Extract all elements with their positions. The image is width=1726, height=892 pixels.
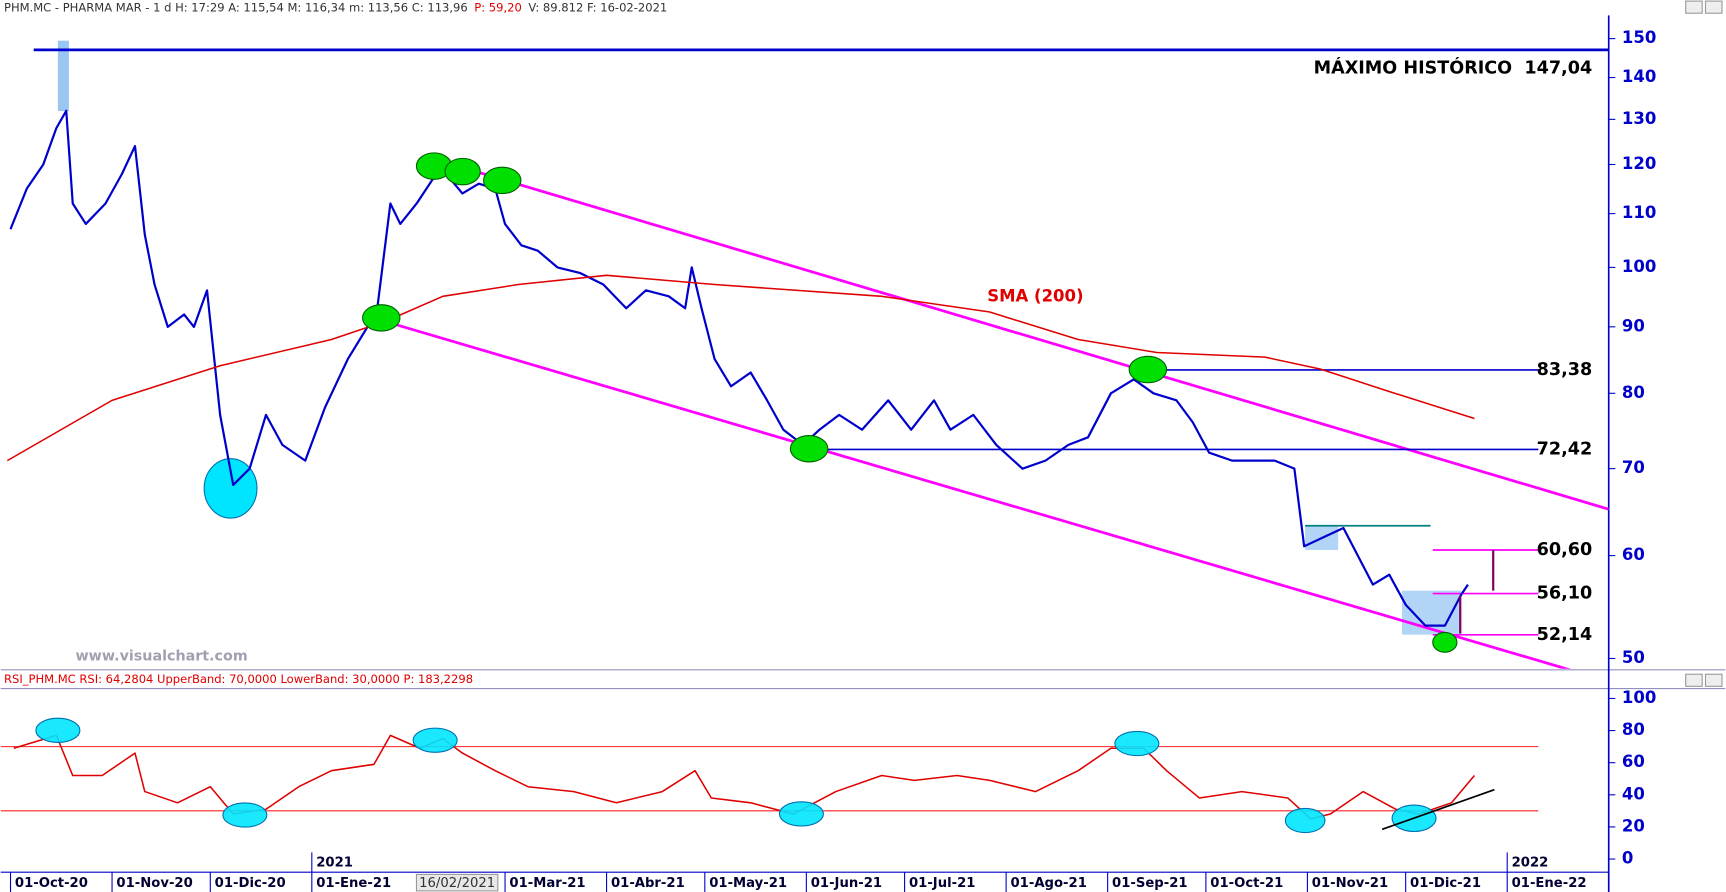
x-tick-label: 01-Abr-21: [611, 876, 685, 891]
y-tick-label: 80: [1622, 383, 1645, 402]
rsi-marker: [222, 802, 268, 828]
y-tick-label: 110: [1622, 203, 1656, 222]
y-tick-label: 50: [1622, 648, 1645, 667]
x-tick-label: 01-Jul-21: [909, 876, 975, 891]
y-tick-label: 60: [1622, 545, 1645, 564]
axes: 50 60 70 80 90 100 110 120 130 140 150 0 20 40 60 80 100…: [9, 28, 1656, 892]
x-tick-label: 01-Sep-21: [1112, 876, 1188, 891]
level-label: 72,42: [1537, 439, 1593, 459]
rsi-marker: [412, 727, 458, 753]
x-tick-label: 01-Dic-21: [1410, 876, 1481, 891]
pivot-marker: [1128, 355, 1168, 384]
level-label: 52,14: [1537, 625, 1593, 645]
rsi-header: RSI_PHM.MC RSI: 64,2804 UpperBand: 70,00…: [4, 672, 473, 686]
y-tick-label: 90: [1622, 316, 1645, 335]
y-tick-label: 140: [1622, 67, 1656, 86]
cursor-box: [415, 873, 499, 892]
channel-upper: [434, 158, 1609, 511]
level-label: 56,10: [1537, 584, 1593, 604]
year-label: 2021: [316, 855, 353, 870]
rsi-trendline: [1381, 788, 1495, 831]
cursor-label: 16/02/2021: [419, 876, 495, 891]
sma-label: SMA (200): [987, 286, 1083, 305]
x-tick-label: 01-Nov-21: [1312, 876, 1388, 891]
rsi-marker: [1284, 807, 1326, 834]
watermark: www.visualchart.com: [75, 649, 247, 665]
rsi-markers: [35, 717, 1437, 834]
y-tick-label: 130: [1622, 109, 1656, 128]
header-info: PHM.MC - PHARMA MAR - 1 d H: 17:29 A: 11…: [4, 0, 468, 14]
x-tick-label: 01-Mar-21: [509, 876, 585, 891]
y-tick-label: 70: [1622, 458, 1645, 477]
pivot-marker: [1432, 631, 1458, 653]
level-label: MÁXIMO HISTÓRICO 147,04: [1314, 57, 1593, 79]
y-tick-label: 40: [1622, 784, 1645, 803]
x-tick-label: 01-Ene-21: [316, 876, 391, 891]
price-markers: [362, 152, 1458, 653]
panel-button[interactable]: [1685, 673, 1703, 687]
x-tick-label: 01-Ago-21: [1011, 876, 1087, 891]
y-tick-label: 150: [1622, 28, 1656, 47]
y-tick-label: 60: [1622, 752, 1645, 771]
panel-button[interactable]: [1704, 0, 1723, 14]
y-tick-label: 0: [1622, 849, 1633, 868]
highlight-box: [57, 40, 69, 112]
x-tick-label: 01-Oct-20: [15, 876, 88, 891]
year-label: 2022: [1512, 855, 1549, 870]
x-tick-label: 01-Ene-22: [1512, 876, 1587, 891]
series-line: [13, 734, 1476, 820]
series-line: [6, 274, 1475, 462]
rsi-marker: [1114, 730, 1160, 757]
range-arrows: [1459, 549, 1495, 634]
y-tick-label: 20: [1622, 816, 1645, 835]
pivot-marker: [789, 435, 829, 463]
level-label: 83,38: [1537, 360, 1593, 380]
y-tick-label: 80: [1622, 720, 1645, 739]
price-plot: [6, 48, 1609, 636]
y-tick-label: 100: [1622, 257, 1656, 276]
series-line: [9, 109, 1469, 627]
price-decor: [57, 40, 1609, 669]
x-tick-label: 01-Nov-20: [116, 876, 192, 891]
x-tick-label: 01-May-21: [709, 876, 787, 891]
header-v: V: 89.812 F: 16-02-2021: [528, 0, 667, 14]
rsi-marker: [778, 801, 824, 827]
price-header: PHM.MC - PHARMA MAR - 1 d H: 17:29 A: 11…: [4, 0, 667, 14]
y-tick-label: 120: [1622, 154, 1656, 173]
level-label: 60,60: [1537, 540, 1593, 560]
x-tick-label: 01-Dic-20: [215, 876, 286, 891]
panel-button[interactable]: [1685, 0, 1703, 14]
y-tick-label: 100: [1622, 688, 1656, 707]
channel-lower: [368, 315, 1571, 669]
x-tick-label: 01-Oct-21: [1210, 876, 1283, 891]
header-p: P: 59,20: [474, 0, 522, 14]
panel-button[interactable]: [1704, 673, 1723, 687]
pivot-marker: [482, 166, 522, 195]
pivot-marker: [362, 304, 401, 332]
pivot-marker: [444, 157, 481, 186]
rsi-marker: [35, 717, 81, 743]
x-tick-label: 01-Jun-21: [811, 876, 882, 891]
